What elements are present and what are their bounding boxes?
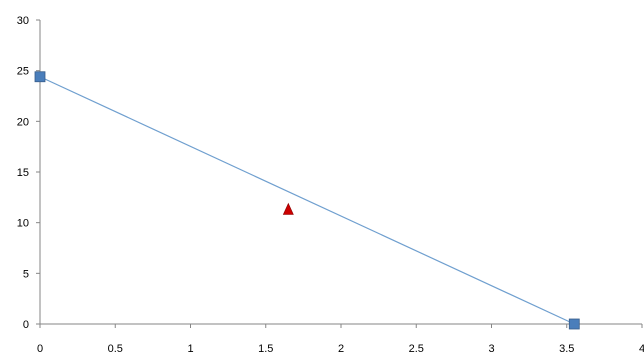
x-tick-label: 2: [338, 343, 344, 354]
x-tick-label: 0.5: [108, 343, 123, 354]
y-tick-label: 0: [23, 319, 29, 331]
data-point-triangle: [282, 202, 294, 215]
data-point-square: [568, 318, 580, 330]
data-point-square: [34, 71, 46, 83]
y-tick-label: 5: [23, 268, 29, 280]
x-axis-ticks: 0 0.5 1 1.5 2 2.5 3 3.5 4: [37, 324, 644, 354]
x-tick-label: 4: [639, 343, 644, 354]
x-tick-label: 3: [488, 343, 494, 354]
y-axis-ticks: 0 5 10 15 20 25 30: [17, 15, 40, 331]
x-tick-label: 0: [37, 343, 43, 354]
x-tick-label: 1.5: [258, 343, 273, 354]
series-line: [39, 76, 575, 325]
y-tick-label: 25: [17, 66, 29, 78]
series-layer: [34, 71, 580, 330]
y-tick-label: 15: [17, 167, 29, 179]
y-tick-label: 20: [17, 116, 29, 128]
x-tick-label: 3.5: [559, 343, 574, 354]
x-tick-label: 1: [187, 343, 193, 354]
y-tick-label: 30: [17, 15, 29, 27]
y-tick-label: 10: [17, 218, 29, 230]
x-tick-label: 2.5: [409, 343, 424, 354]
